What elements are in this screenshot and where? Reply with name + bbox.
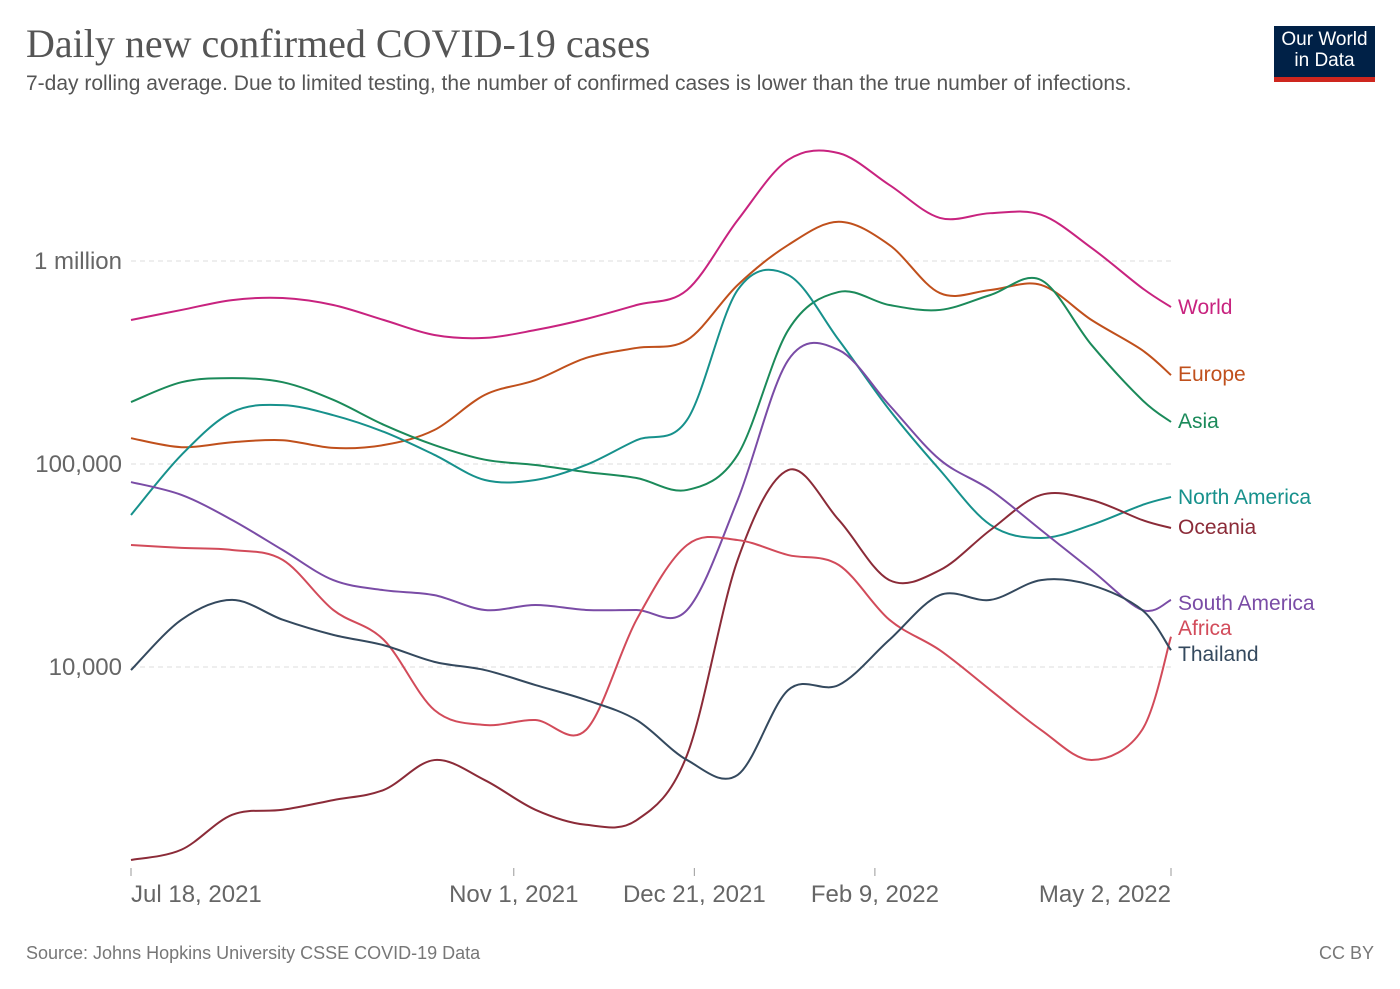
x-tick-label: Feb 9, 2022 xyxy=(811,881,939,908)
x-tick-label: Nov 1, 2021 xyxy=(449,881,578,908)
series-line-oceania xyxy=(130,468,1172,861)
x-tick-label: Dec 21, 2021 xyxy=(623,881,766,908)
x-tick-label: May 2, 2022 xyxy=(1039,881,1171,908)
license-note[interactable]: CC BY xyxy=(1318,943,1374,963)
series-line-asia xyxy=(130,277,1172,492)
x-tick-label: Jul 18, 2021 xyxy=(131,881,262,908)
series-label-oceania: Oceania xyxy=(1178,516,1257,539)
owid-logo[interactable]: Our World in Data xyxy=(1274,26,1375,82)
chart-subtitle: 7-day rolling average. Due to limited te… xyxy=(26,72,1132,95)
series-label-africa: Africa xyxy=(1178,617,1232,640)
y-tick-label: 10,000 xyxy=(49,654,122,681)
series-label-asia: Asia xyxy=(1178,410,1219,433)
series-line-europe xyxy=(130,220,1172,450)
source-note[interactable]: Source: Johns Hopkins University CSSE CO… xyxy=(26,943,481,963)
series-label-world: World xyxy=(1178,296,1232,319)
series-line-north-america xyxy=(130,268,1172,539)
series-line-africa xyxy=(130,535,1172,762)
y-tick-label: 1 million xyxy=(34,248,122,275)
chart-title: Daily new confirmed COVID-19 cases xyxy=(26,21,651,66)
y-tick-label: 100,000 xyxy=(35,451,122,478)
series-label-thailand: Thailand xyxy=(1178,643,1259,666)
series-label-north-america: North America xyxy=(1178,486,1311,509)
series-line-thailand xyxy=(130,578,1172,780)
series-line-south-america xyxy=(130,341,1172,620)
series-label-europe: Europe xyxy=(1178,363,1246,386)
series-line-world xyxy=(130,149,1172,340)
series-label-south-america: South America xyxy=(1178,592,1315,615)
